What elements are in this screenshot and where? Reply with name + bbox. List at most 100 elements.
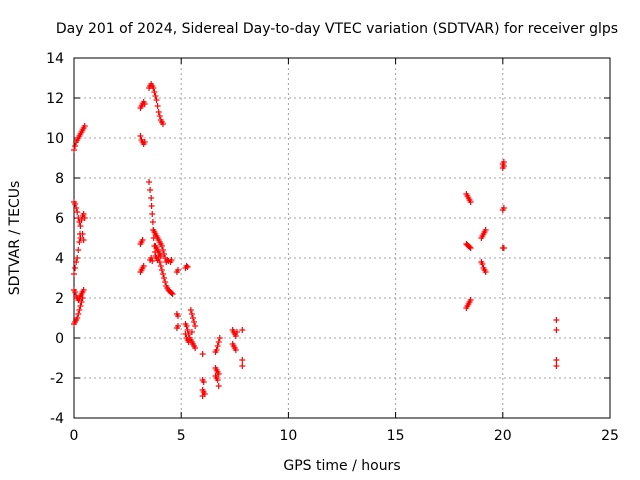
data-point <box>169 291 176 297</box>
data-point <box>184 264 191 270</box>
data-point <box>553 357 560 363</box>
x-tick-labels: 0 5 10 15 20 25 <box>70 428 619 444</box>
data-point <box>233 329 240 335</box>
data-point <box>168 257 175 263</box>
data-point <box>80 237 87 243</box>
data-point <box>141 139 148 145</box>
data-point <box>159 247 166 253</box>
data-point <box>192 345 199 351</box>
data-point <box>214 377 221 383</box>
grid <box>74 58 610 418</box>
data-point <box>149 219 156 225</box>
data-point <box>159 271 166 277</box>
data-point <box>183 263 190 269</box>
data-point <box>153 97 160 103</box>
data-point <box>553 327 560 333</box>
data-point <box>466 244 473 250</box>
data-point <box>146 179 153 185</box>
x-tick-label: 25 <box>601 428 619 444</box>
data-point <box>467 245 474 251</box>
data-point <box>155 109 162 115</box>
data-point <box>162 279 169 285</box>
data-point <box>199 393 206 399</box>
data-point <box>188 311 195 317</box>
data-point <box>161 275 168 281</box>
data-point <box>482 227 489 233</box>
data-point <box>75 311 82 317</box>
x-tick-label: 15 <box>387 428 405 444</box>
x-axis-label: GPS time / hours <box>283 458 400 474</box>
data-point <box>72 289 79 295</box>
data-point <box>553 317 560 323</box>
data-point <box>215 339 222 345</box>
data-point <box>216 335 223 341</box>
data-point <box>200 379 207 385</box>
data-point <box>78 217 85 223</box>
plot-frame <box>73 57 611 419</box>
x-tick-label: 0 <box>70 428 79 444</box>
data-point <box>78 299 85 305</box>
data-point <box>213 347 220 353</box>
data-point <box>187 307 194 313</box>
data-point <box>72 201 79 207</box>
data-point <box>182 331 189 337</box>
data-point <box>74 255 81 261</box>
data-point <box>76 239 83 245</box>
y-tick-label: 12 <box>46 91 64 107</box>
data-point <box>74 209 81 215</box>
data-point <box>148 195 155 201</box>
data-point <box>188 329 195 335</box>
y-tick-label: 10 <box>46 131 64 147</box>
data-point <box>199 351 206 357</box>
data-point <box>239 357 246 363</box>
data-point <box>553 363 560 369</box>
data-point <box>141 101 148 107</box>
y-tick-label: -2 <box>50 371 64 387</box>
axis-ticks <box>73 57 611 419</box>
data-point <box>215 383 222 389</box>
data-point <box>184 327 191 333</box>
data-point <box>174 313 181 319</box>
data-point <box>239 327 246 333</box>
data-point <box>191 319 198 325</box>
data-point <box>137 133 144 139</box>
data-point <box>232 333 239 339</box>
data-point <box>150 85 157 91</box>
data-point <box>147 187 154 193</box>
data-point <box>232 347 239 353</box>
data-point <box>76 307 83 313</box>
y-tick-label: -4 <box>50 411 64 427</box>
data-point <box>71 271 77 277</box>
data-point <box>156 113 163 119</box>
data-point <box>192 323 199 329</box>
data-point <box>75 247 82 253</box>
x-tick-label: 20 <box>494 428 512 444</box>
x-tick-label: 10 <box>279 428 297 444</box>
data-point <box>158 267 165 273</box>
data-point <box>185 339 192 345</box>
data-point <box>81 123 88 129</box>
data-point <box>156 259 163 265</box>
data-point <box>74 315 81 321</box>
y-axis-label: SDTVAR / TECUs <box>7 181 23 296</box>
data-point <box>149 211 156 217</box>
y-tick-label: 4 <box>55 251 64 267</box>
data-point <box>174 323 181 329</box>
data-point <box>214 343 221 349</box>
data-point <box>151 89 158 95</box>
data-point <box>158 243 165 249</box>
data-point <box>73 205 80 211</box>
data-point <box>77 223 84 229</box>
data-point <box>159 121 166 127</box>
data-point <box>80 211 87 217</box>
data-point <box>500 159 507 165</box>
data-point <box>139 237 146 243</box>
data-point <box>73 259 80 265</box>
chart-title: Day 201 of 2024, Sidereal Day-to-day VTE… <box>56 21 618 37</box>
data-point <box>75 215 82 221</box>
data-point <box>174 267 181 273</box>
data-point <box>467 199 474 205</box>
y-tick-label: 2 <box>55 291 64 307</box>
